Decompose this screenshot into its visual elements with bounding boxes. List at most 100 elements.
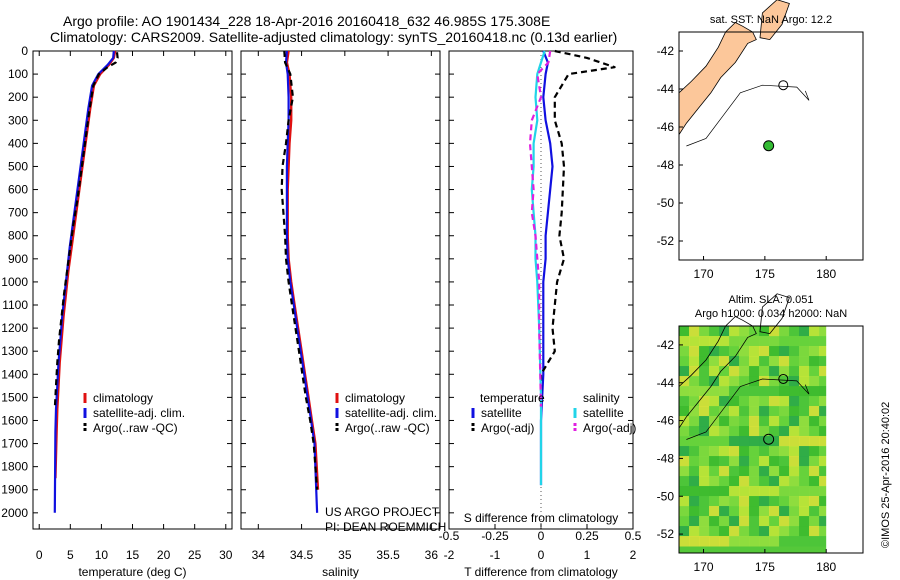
heatmap-cell [769,526,780,537]
heatmap-cell [819,326,830,337]
heatmap-cell [719,426,730,437]
heatmap-cell [799,486,810,497]
heatmap-cell [759,346,770,357]
heatmap-cell [719,326,730,337]
heatmap-cell [719,456,730,467]
map-frame [678,325,864,554]
landmass [759,293,790,335]
heatmap-cell [739,376,750,387]
heatmap-cell [789,436,800,447]
y-tick-label: 1600 [1,413,28,427]
x-axis-label: T difference from climatology [464,565,618,579]
heatmap-cell [709,446,720,457]
heatmap-cell [729,376,740,387]
heatmap-cell [699,336,710,347]
heatmap-cell [779,376,790,387]
heatmap-cell [699,446,710,457]
sla-map [678,293,864,554]
heatmap-cell [769,436,780,447]
heatmap-cell [789,366,800,377]
heatmap-cell [739,506,750,517]
panel-frame [32,50,233,530]
heatmap-cell [739,466,750,477]
heatmap-cell [689,446,700,457]
y-tick-label: 200 [8,90,28,104]
map-x-tick-label: 180 [816,560,836,574]
heatmap-cell [789,336,800,347]
y-tick-label: 600 [8,183,28,197]
heatmap-cell [679,396,690,407]
heatmap-cell [729,366,740,377]
float-marker [763,140,775,152]
heatmap-cell [819,476,830,487]
x-top-tick-label: 0.25 [575,529,599,543]
heatmap-cell [769,536,780,547]
heatmap-cell [689,426,700,437]
map-frame [678,31,864,261]
heatmap-cell [719,356,730,367]
heatmap-cell [779,526,790,537]
series-line-temp-argo [539,49,616,407]
map-y-tick-label: -48 [657,158,675,172]
map-x-tick-label: 175 [755,560,775,574]
legend-label: Argo(..raw -QC) [345,421,430,435]
heatmap-cell [819,526,830,537]
heatmap-cell [679,516,690,527]
heatmap-cell [799,406,810,417]
heatmap-cell [689,356,700,367]
series-line-climatology [285,50,320,490]
x-tick-label: 10 [95,548,109,562]
heatmap-cell [759,336,770,347]
heatmap-cell [729,416,740,427]
x-tick-label: 35.5 [376,548,400,562]
heatmap-cell [759,326,770,337]
heatmap-cell [699,436,710,447]
x-tick-label: 34 [252,548,266,562]
heatmap-cell [759,456,770,467]
y-tick-label: 400 [8,136,28,150]
heatmap-cell [809,386,820,397]
heatmap-cell [719,346,730,357]
heatmap-cell [679,426,690,437]
island-outline [778,373,789,384]
y-tick-label: 1100 [2,298,28,312]
map-y-tick-label: -46 [657,120,675,134]
heatmap-cell [799,466,810,477]
x-top-tick-label: 0 [538,529,545,543]
x-tick-label: 35 [338,548,352,562]
heatmap-cell [739,416,750,427]
heatmap-cell [749,446,760,457]
y-tick-label: 700 [8,206,28,220]
heatmap-cell [799,366,810,377]
heatmap-cell [759,466,770,477]
heatmap-cell [699,536,710,547]
heatmap-cell [709,466,720,477]
heatmap-cell [809,496,820,507]
heatmap-cell [679,416,690,427]
x-tick-label: 30 [219,548,233,562]
heatmap-cell [809,376,820,387]
heatmap-cell [809,486,820,497]
legend-label: climatology [93,391,153,405]
heatmap-mask [826,326,863,553]
heatmap-cell [759,526,770,537]
heatmap-cell [759,486,770,497]
landmass [678,22,757,136]
y-tick-label: 2000 [1,506,28,520]
heatmap-cell [819,356,830,367]
y-tick-label: 1900 [1,483,28,497]
header-line-1: Argo profile: AO 1901434_228 18-Apr-2016… [63,13,551,29]
heatmap-cell [759,396,770,407]
legend-label: satellite [481,406,522,420]
heatmap-cell [689,486,700,497]
x-tick-label: 2 [630,548,637,562]
heatmap-cell [719,486,730,497]
heatmap-cell [789,426,800,437]
heatmap-cell [749,536,760,547]
heatmap-cell [779,496,790,507]
heatmap-cell [699,396,710,407]
series-line-sal-satellite [530,50,546,486]
heatmap-cell [789,516,800,527]
heatmap-cell [769,326,780,337]
